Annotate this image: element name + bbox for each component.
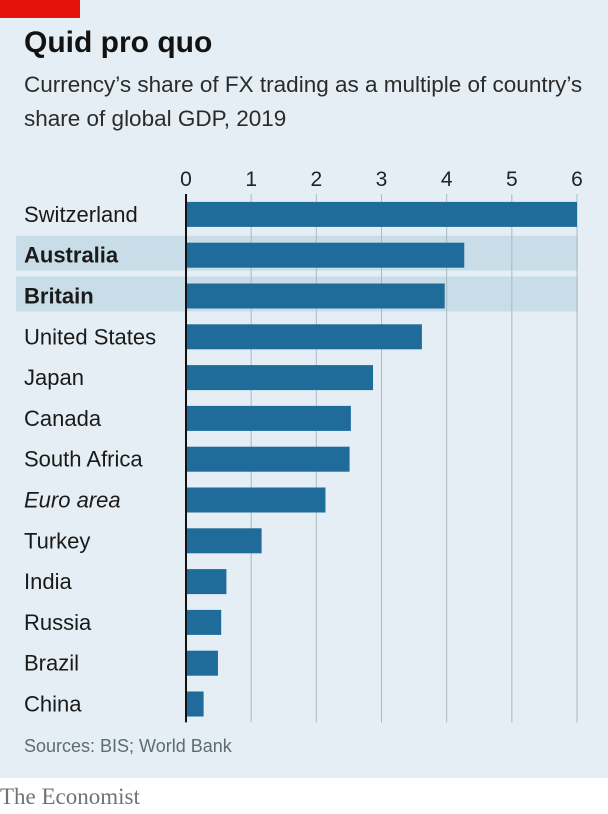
category-label: Switzerland <box>24 202 138 227</box>
x-tick-label: 5 <box>506 168 518 191</box>
bar <box>186 242 465 268</box>
category-label: United States <box>24 324 156 349</box>
x-tick-label: 0 <box>180 168 192 191</box>
bar <box>186 691 204 717</box>
bar <box>186 650 218 676</box>
bar <box>186 324 422 350</box>
bar <box>186 201 577 227</box>
bar <box>186 528 262 554</box>
category-label: Turkey <box>24 528 90 553</box>
category-label: Australia <box>24 243 119 268</box>
category-label: China <box>24 692 82 717</box>
category-label: South Africa <box>24 447 143 472</box>
category-label: Brazil <box>24 651 79 676</box>
category-label: Canada <box>24 406 102 431</box>
category-label: Japan <box>24 365 84 390</box>
x-tick-label: 2 <box>310 168 322 191</box>
chart-title: Quid pro quo <box>24 26 213 59</box>
brand-red-tag <box>0 0 80 18</box>
category-label: Britain <box>24 284 94 309</box>
publisher-logo: The Economist <box>0 784 140 809</box>
x-tick-label: 1 <box>245 168 257 191</box>
category-label: Russia <box>24 610 92 635</box>
chart-subtitle: Currency’s share of FX trading as a mult… <box>24 72 583 131</box>
bar <box>186 487 326 513</box>
bar <box>186 609 222 635</box>
x-tick-label: 4 <box>441 168 453 191</box>
category-label: India <box>24 569 72 594</box>
x-tick-label: 6 <box>571 168 583 191</box>
bar-chart: 0 1 2 3 4 5 6 Switzerland Australia Britain United… <box>16 168 583 723</box>
bar <box>186 405 351 431</box>
category-label: Euro area <box>24 488 121 513</box>
source-note: Sources: BIS; World Bank <box>24 736 232 756</box>
bar <box>186 365 374 391</box>
bar <box>186 569 227 595</box>
x-tick-label: 3 <box>376 168 388 191</box>
bar <box>186 446 350 472</box>
bar <box>186 283 445 309</box>
